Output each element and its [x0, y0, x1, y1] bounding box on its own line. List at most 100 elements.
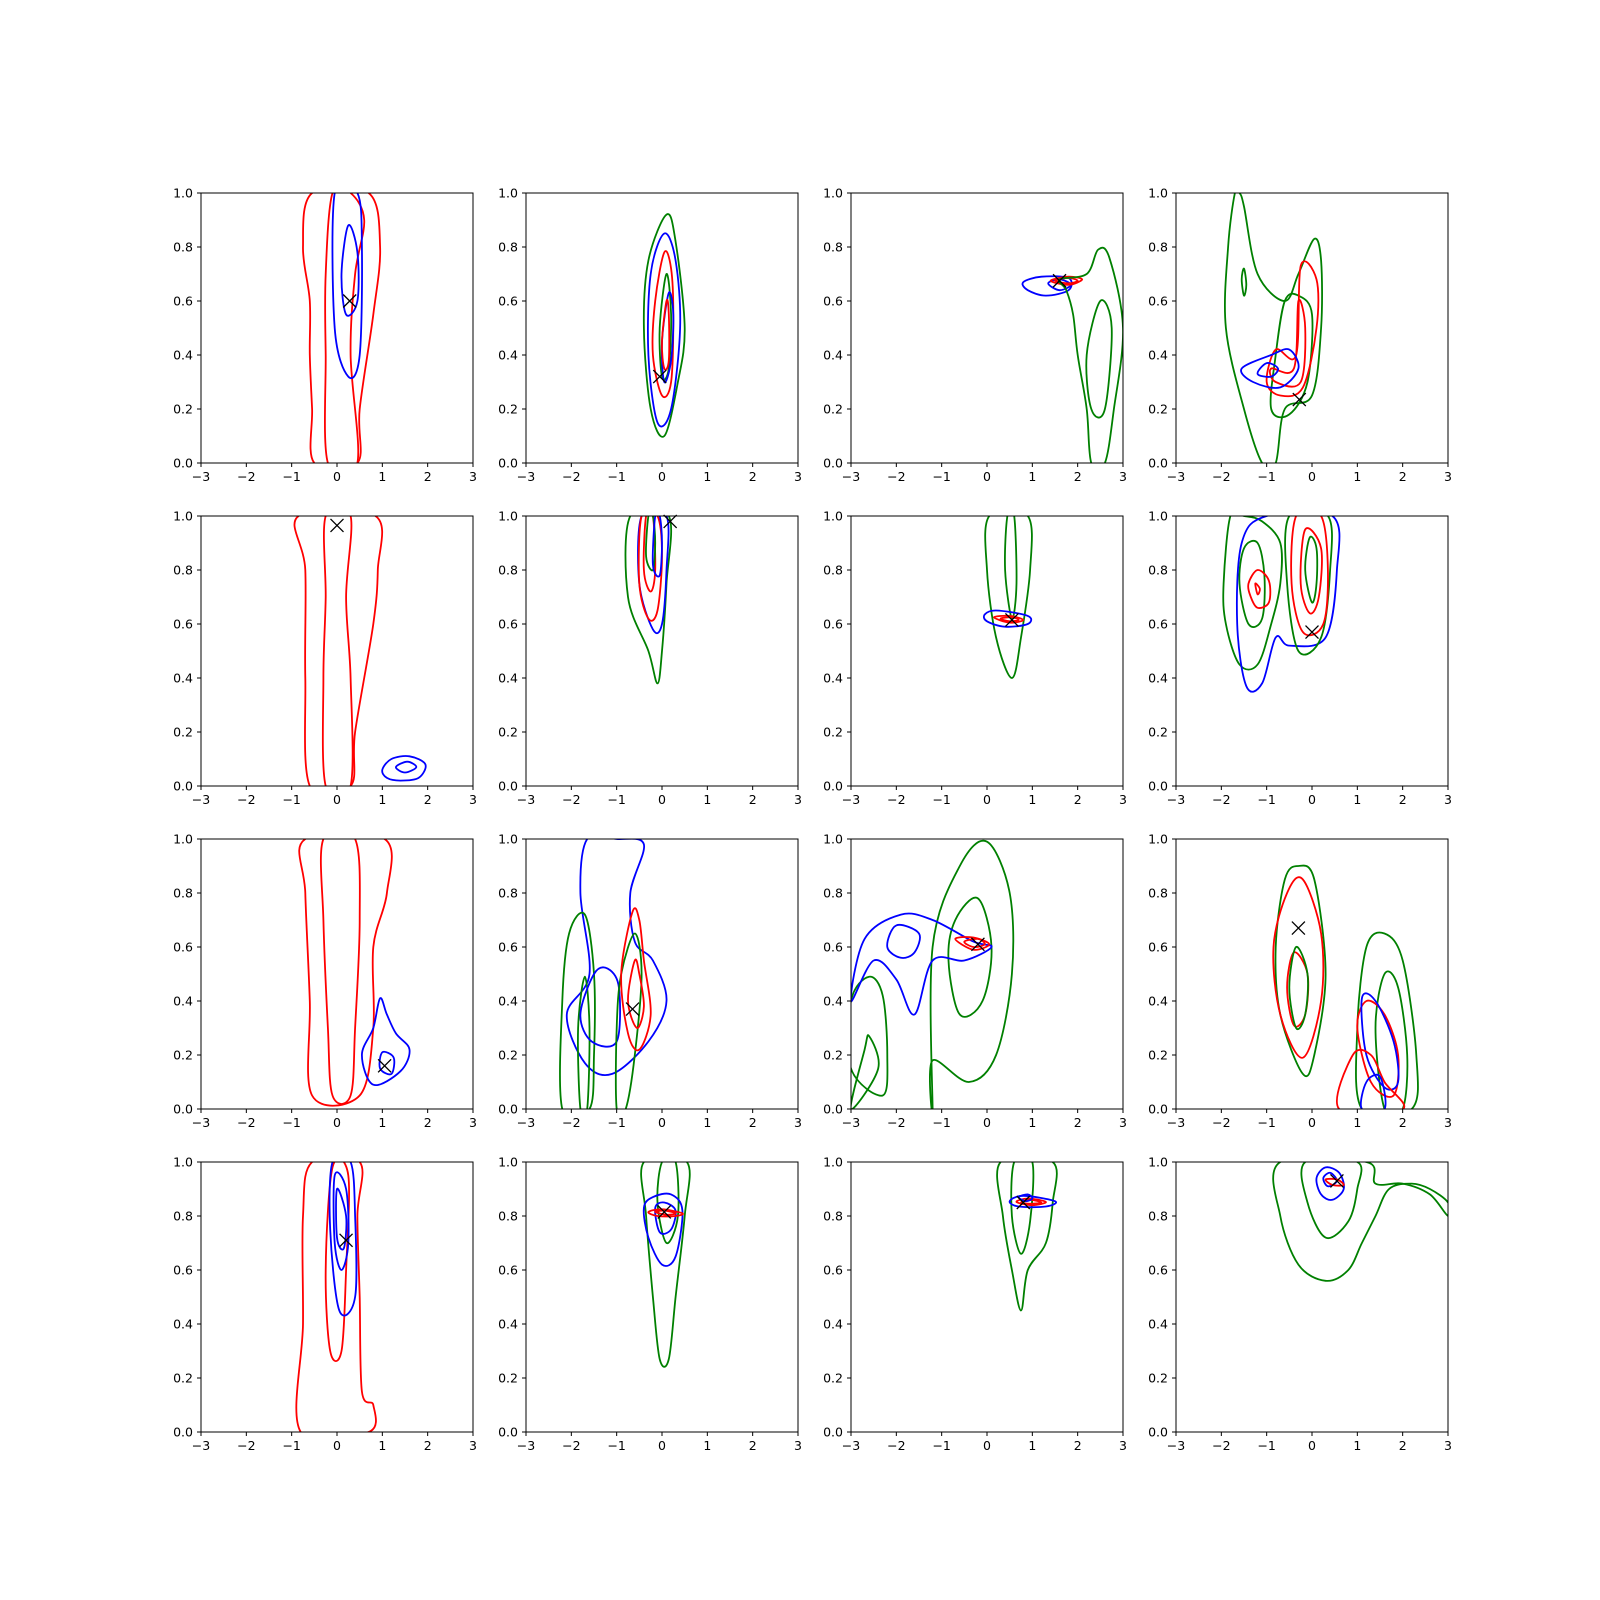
x-tick-label: 2: [1074, 1438, 1082, 1453]
x-tick-label: 3: [1119, 792, 1127, 807]
x-tick-label: 3: [1444, 1438, 1452, 1453]
y-tick-label: 1.0: [1148, 509, 1168, 524]
x-marker: [377, 1058, 392, 1073]
subplot-2-2: −3 −2 −1 0 1 2 3 0.0 0.2 0.4 0.6 0.8 1.0: [498, 509, 802, 808]
x-tick-label: 0: [1308, 1438, 1316, 1453]
x-tick-label: 1: [1028, 792, 1036, 807]
x-marker: [1052, 273, 1067, 288]
subplot-2-1: −3 −2 −1 0 1 2 3 0.0 0.2 0.4 0.6 0.8 1.0: [173, 509, 477, 808]
blue-contour-line: [1240, 348, 1300, 389]
red-contour-line: [963, 937, 986, 948]
x-tick-label: 2: [1074, 792, 1082, 807]
y-tick-label: 0.8: [1148, 886, 1168, 901]
red-contour-line: [1324, 1177, 1345, 1187]
y-tick-label: 1.0: [823, 509, 843, 524]
green-contour-line: [851, 1034, 880, 1109]
x-tick-label: 0: [1308, 1115, 1316, 1130]
x-tick-label: 1: [1353, 792, 1361, 807]
blue-contour-line: [654, 1201, 677, 1235]
y-tick-label: 0.8: [498, 1209, 518, 1224]
x-tick-label: 3: [1119, 469, 1127, 484]
y-tick-label: 1.0: [1148, 1155, 1168, 1170]
x-tick-label: −1: [282, 469, 300, 484]
x-tick-label: 1: [1028, 1115, 1036, 1130]
y-tick-label: 0.0: [823, 1425, 843, 1440]
subplot-3-3: −3 −2 −1 0 1 2 3 0.0 0.2 0.4 0.6 0.8 1.0: [823, 832, 1127, 1131]
subplot-1-3: −3 −2 −1 0 1 2 3 0.0 0.2 0.4 0.6 0.8 1.0: [823, 186, 1127, 485]
blue-contour-line: [1235, 516, 1341, 693]
y-tick-label: 0.0: [498, 1102, 518, 1117]
x-tick-label: −3: [192, 469, 210, 484]
y-tick-label: 0.0: [173, 1102, 193, 1117]
y-tick-label: 0.0: [823, 456, 843, 471]
y-tick-label: 0.6: [823, 940, 843, 955]
y-tick-label: 0.4: [173, 1317, 193, 1332]
y-tick-label: 0.6: [1148, 1263, 1168, 1278]
x-tick-label: −3: [1167, 792, 1185, 807]
x-tick-label: 1: [703, 792, 711, 807]
x-tick-label: 0: [658, 1438, 666, 1453]
x-tick-label: 2: [1399, 1115, 1407, 1130]
red-contour-line: [324, 1162, 350, 1363]
x-tick-label: 3: [794, 469, 802, 484]
blue-contour-line: [332, 1171, 350, 1271]
x-tick-label: −1: [282, 1438, 300, 1453]
x-tick-label: −1: [932, 1115, 950, 1130]
x-tick-label: −3: [517, 792, 535, 807]
y-tick-label: 0.6: [173, 617, 193, 632]
y-tick-label: 0.4: [498, 671, 518, 686]
y-tick-label: 0.6: [498, 617, 518, 632]
x-tick-label: 2: [1399, 469, 1407, 484]
x-tick-label: −1: [607, 792, 625, 807]
x-tick-label: 3: [469, 792, 477, 807]
x-tick-label: 3: [794, 1438, 802, 1453]
green-contour-line: [1300, 1162, 1363, 1240]
red-contour-line: [1247, 569, 1272, 609]
x-tick-label: −1: [1257, 469, 1275, 484]
red-contour-line: [620, 907, 652, 1052]
x-tick-label: 3: [469, 1115, 477, 1130]
y-tick-label: 0.8: [1148, 563, 1168, 578]
x-tick-label: 2: [424, 1115, 432, 1130]
x-tick-label: 1: [1028, 1438, 1036, 1453]
y-tick-label: 1.0: [173, 509, 193, 524]
x-tick-label: 2: [424, 1438, 432, 1453]
blue-contour-line: [1021, 275, 1073, 297]
x-tick-label: −1: [1257, 792, 1275, 807]
x-marker: [339, 1233, 354, 1248]
x-tick-label: 1: [378, 1115, 386, 1130]
y-tick-label: 0.4: [498, 1317, 518, 1332]
y-tick-label: 0.4: [1148, 348, 1168, 363]
green-contour-line: [577, 975, 591, 1109]
contour-layer: [642, 213, 686, 438]
x-tick-label: 0: [983, 792, 991, 807]
x-tick-label: 2: [749, 792, 757, 807]
red-contour-line: [302, 193, 382, 463]
x-tick-label: −1: [932, 469, 950, 484]
y-tick-label: 0.0: [173, 456, 193, 471]
red-contour-line: [651, 250, 675, 399]
blue-contour-line: [340, 224, 360, 317]
green-contour-line: [1010, 1162, 1035, 1255]
contour-layer: [293, 516, 427, 786]
x-marker: [330, 518, 344, 533]
x-tick-label: 0: [983, 469, 991, 484]
blue-contour-line: [395, 760, 418, 774]
y-tick-label: 0.2: [1148, 725, 1168, 740]
y-tick-label: 0.6: [823, 617, 843, 632]
x-tick-label: −3: [842, 1438, 860, 1453]
y-tick-label: 0.8: [173, 1209, 193, 1224]
subplot-3-4: −3 −2 −1 0 1 2 3 0.0 0.2 0.4 0.6 0.8 1.0: [1148, 832, 1452, 1131]
x-tick-label: 3: [794, 792, 802, 807]
green-contour-line: [1238, 540, 1266, 628]
blue-contour-line: [1017, 1193, 1034, 1203]
y-tick-label: 0.6: [173, 940, 193, 955]
green-contour-line: [1272, 1162, 1448, 1282]
green-contour-line: [1085, 299, 1113, 419]
red-contour-line: [321, 516, 354, 786]
green-contour-line: [929, 839, 1015, 1109]
y-tick-label: 0.6: [498, 940, 518, 955]
y-tick-label: 1.0: [1148, 186, 1168, 201]
y-tick-label: 0.4: [173, 994, 193, 1009]
x-tick-label: −2: [1212, 469, 1230, 484]
